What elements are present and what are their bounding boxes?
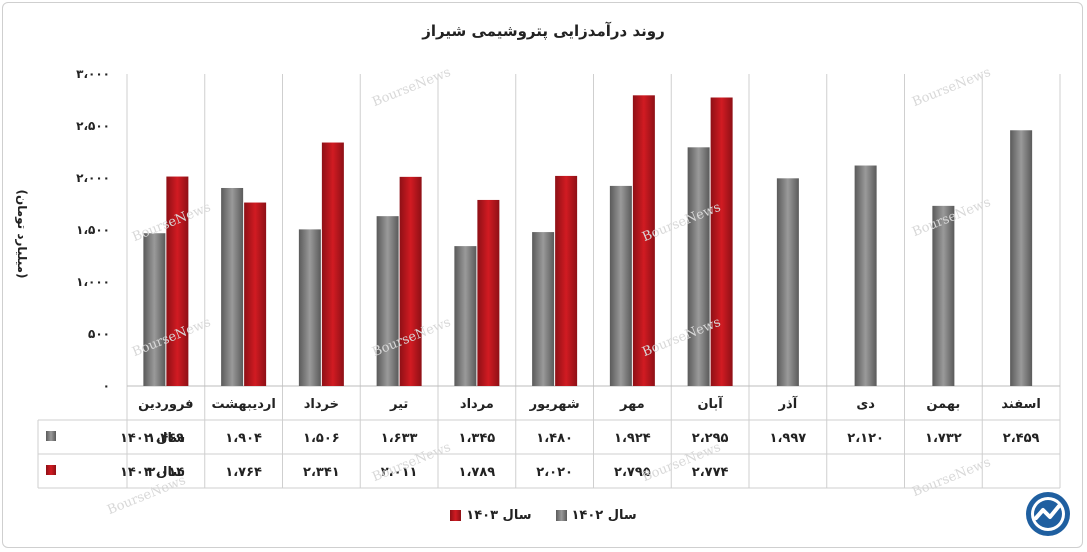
y-tick-label: ۲،۵۰۰	[76, 119, 110, 133]
bar-1402	[1010, 130, 1033, 386]
bar-1402	[532, 232, 555, 386]
bar-1403	[710, 97, 733, 386]
x-tick-label: اردیبهشت	[211, 397, 275, 412]
table-series-name: سال ۱۴۰۳	[120, 465, 185, 480]
data-label-1403: ۲،۰۲۰	[536, 465, 573, 480]
bar-1403	[244, 202, 267, 386]
data-label-1402: ۱،۴۶۹	[148, 431, 185, 446]
x-tick-label: فروردین	[138, 397, 193, 412]
x-tick-label: شهریور	[529, 397, 580, 412]
data-label-1402: ۲،۲۹۵	[692, 431, 729, 446]
legend-swatch	[450, 510, 462, 521]
bar-1402	[932, 205, 955, 386]
bar-1403	[477, 199, 500, 386]
bar-1403	[321, 142, 344, 386]
bar-1402	[376, 216, 399, 386]
data-label-1402: ۱،۵۰۶	[303, 431, 340, 446]
chart-title: روند درآمدزایی پتروشیمی شیراز	[422, 22, 665, 40]
x-tick-label: آبان	[697, 395, 723, 412]
legend-item: سال ۱۴۰۳	[450, 508, 532, 523]
x-tick-label: تیر	[389, 397, 408, 412]
x-tick-label: بهمن	[926, 397, 960, 412]
legend-item: سال ۱۴۰۲	[555, 508, 637, 523]
x-tick-label: آذر	[778, 395, 798, 412]
table-series-swatch	[46, 465, 56, 475]
table-series-swatch	[46, 431, 56, 441]
chart-legend: سال ۱۴۰۳ سال ۱۴۰۲	[0, 508, 1087, 523]
bar-1402	[609, 185, 632, 386]
data-label-1402: ۱،۹۰۴	[225, 431, 262, 446]
data-label-1402: ۱،۹۲۴	[614, 431, 651, 446]
boursenews-logo-icon	[1026, 492, 1070, 536]
x-tick-label: مرداد	[460, 397, 494, 412]
bar-1402	[854, 165, 877, 386]
y-tick-label: ۰	[103, 379, 110, 393]
y-tick-label: ۲،۰۰۰	[76, 171, 110, 185]
data-label-1403: ۲،۰۱۴	[148, 465, 185, 480]
data-label-1402: ۱،۷۳۲	[925, 431, 962, 446]
x-tick-label: خرداد	[304, 397, 339, 412]
data-label-1402: ۱،۴۸۰	[536, 431, 573, 446]
x-tick-label: دی	[856, 397, 875, 412]
y-tick-label: ۱،۵۰۰	[76, 223, 110, 237]
x-tick-label: اسفند	[1001, 397, 1040, 412]
legend-label: سال ۱۴۰۳	[466, 508, 532, 523]
bar-1403	[399, 176, 422, 386]
data-label-1403: ۲،۳۴۱	[303, 465, 340, 480]
legend-swatch	[555, 510, 567, 521]
data-label-1403: ۲،۷۷۴	[692, 465, 729, 480]
data-label-1402: ۱،۹۹۷	[770, 431, 807, 446]
bar-1402	[143, 233, 166, 386]
y-tick-label: ۱،۰۰۰	[76, 275, 110, 289]
data-label-1402: ۱،۶۳۳	[381, 431, 418, 446]
data-label-1403: ۲،۰۱۱	[381, 465, 418, 480]
x-tick-label: مهر	[619, 397, 645, 412]
data-label-1402: ۲،۴۵۹	[1003, 431, 1040, 446]
table-series-name: سال ۱۴۰۲	[120, 431, 185, 446]
y-tick-label: ۳،۰۰۰	[76, 67, 110, 81]
bar-1402	[298, 229, 321, 386]
data-label-1403: ۱،۷۸۹	[459, 465, 496, 480]
data-label-1402: ۲،۱۲۰	[847, 431, 884, 446]
data-label-1403: ۲،۷۹۵	[614, 465, 651, 480]
y-tick-label: ۵۰۰	[88, 327, 110, 341]
data-label-1403: ۱،۷۶۴	[225, 465, 262, 480]
bar-1402	[454, 246, 477, 386]
bar-1402	[221, 187, 244, 386]
bar-1403	[166, 176, 189, 386]
legend-label: سال ۱۴۰۲	[571, 508, 637, 523]
bar-1403	[632, 95, 655, 386]
bar-1402	[687, 147, 710, 386]
bar-1403	[555, 175, 578, 386]
data-label-1402: ۱،۳۴۵	[459, 431, 496, 446]
bar-1402	[776, 178, 799, 386]
